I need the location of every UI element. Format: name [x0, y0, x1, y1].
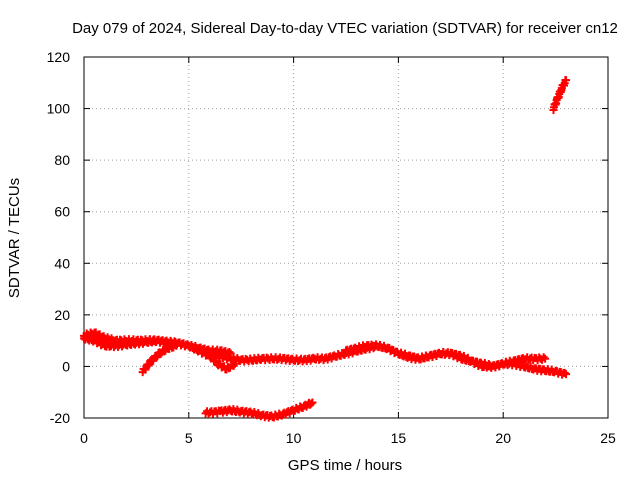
data-points — [80, 76, 571, 422]
data-point-marker — [539, 353, 548, 362]
x-tick-label: 20 — [495, 430, 511, 446]
data-point-marker — [560, 368, 569, 377]
series-track-h — [549, 76, 571, 115]
axis-ticks: 0 5 10 15 20 25 -20 0 20 40 60 80 100 120 — [47, 49, 616, 446]
series-track-f — [342, 340, 550, 372]
data-point-marker — [308, 398, 317, 407]
y-tick-label: 120 — [47, 49, 71, 65]
data-point-marker — [152, 353, 161, 362]
x-tick-label: 10 — [286, 430, 302, 446]
series-track-d — [184, 341, 239, 374]
x-tick-label: 15 — [391, 430, 407, 446]
data-point-marker — [562, 370, 571, 379]
plot-frame — [83, 56, 609, 419]
series-track-b — [80, 328, 235, 358]
x-tick-label: 25 — [600, 430, 616, 446]
y-tick-label: 40 — [54, 255, 70, 271]
series-track-c — [138, 340, 181, 377]
data-point-marker — [541, 354, 550, 363]
y-tick-label: 0 — [62, 358, 70, 374]
data-point-marker — [230, 359, 239, 368]
data-point-marker — [225, 348, 234, 357]
x-tick-label: 0 — [80, 430, 88, 446]
y-tick-label: 80 — [54, 152, 70, 168]
data-point-marker — [170, 340, 179, 349]
y-tick-label: 60 — [54, 204, 70, 220]
data-point-marker — [562, 76, 571, 85]
x-axis-label: GPS time / hours — [288, 457, 402, 474]
y-tick-label: 100 — [47, 101, 71, 117]
x-tick-label: 5 — [185, 430, 193, 446]
chart-title: Day 079 of 2024, Sidereal Day-to-day VTE… — [72, 20, 618, 37]
data-point-marker — [307, 399, 316, 408]
data-point-marker — [226, 349, 235, 358]
series-track-g — [201, 398, 317, 422]
y-axis-label: SDTVAR / TECUs — [6, 178, 23, 298]
data-point-marker — [172, 341, 181, 350]
y-tick-label: -20 — [50, 410, 70, 426]
y-tick-label: 20 — [54, 307, 70, 323]
